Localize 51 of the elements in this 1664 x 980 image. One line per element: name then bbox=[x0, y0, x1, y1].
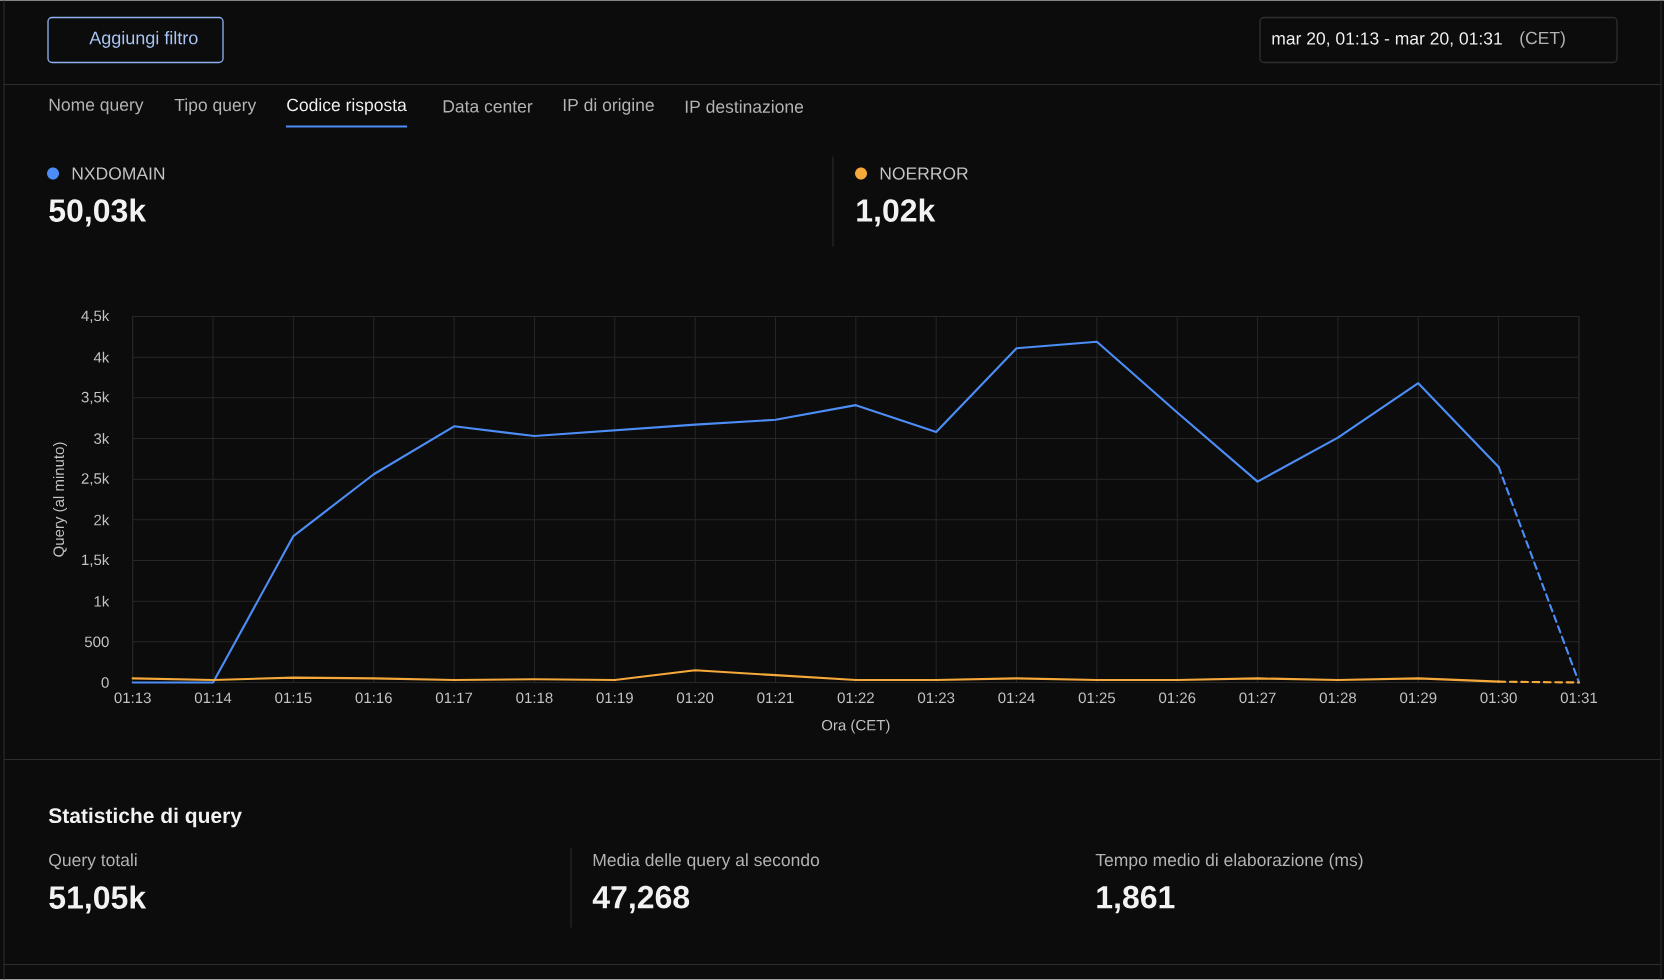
text: 1,02k bbox=[857, 198, 936, 227]
x-tick-label: 01:18 bbox=[516, 692, 553, 704]
x-tick-label: 01:27 bbox=[1239, 692, 1276, 704]
x-tick-label: 01:29 bbox=[1400, 692, 1437, 704]
y-tick-label: 500 bbox=[84, 636, 109, 648]
text: 51,05k bbox=[49, 885, 147, 914]
text: Data center bbox=[443, 100, 533, 113]
x-tick-label: 01:16 bbox=[355, 692, 392, 704]
x-tick-label: 01:23 bbox=[918, 692, 955, 704]
text: 50,03k bbox=[49, 198, 147, 227]
y-tick-label: 0 bbox=[101, 677, 109, 688]
x-tick-label: 01:19 bbox=[596, 692, 633, 704]
y-tick-label: 3,5k bbox=[81, 391, 110, 405]
y-tick-label: 4k bbox=[93, 351, 110, 363]
text: Statistiche di query bbox=[48, 807, 242, 828]
text: IP di origine bbox=[563, 98, 654, 115]
y-tick-label: 4,5k bbox=[81, 310, 110, 323]
text: Query totali bbox=[49, 853, 137, 870]
text: 47,268 bbox=[592, 885, 690, 914]
y-axis-title: Query (al minuto) bbox=[53, 442, 67, 557]
x-tick-label: 01:26 bbox=[1159, 692, 1196, 704]
x-tick-label: 01:22 bbox=[837, 692, 874, 704]
y-tick-label: 2k bbox=[94, 514, 110, 526]
x-tick-label: 01:20 bbox=[676, 692, 714, 704]
y-tick-label: 1,5k bbox=[82, 554, 110, 567]
text: Aggiungi filtro bbox=[89, 31, 198, 48]
x-tick-label: 01:14 bbox=[194, 692, 232, 704]
y-tick-label: 1k bbox=[94, 595, 110, 607]
legend-label: NOERROR bbox=[880, 167, 968, 180]
x-tick-label: 01:30 bbox=[1480, 692, 1517, 704]
text: Media delle query al secondo bbox=[593, 853, 820, 870]
text: Tempo medio di elaborazione (ms) bbox=[1095, 853, 1363, 870]
text: Nome query bbox=[49, 98, 144, 115]
x-tick-label: 01:15 bbox=[275, 692, 312, 704]
x-tick-label: 01:21 bbox=[757, 692, 794, 704]
x-tick-label: 01:25 bbox=[1078, 692, 1116, 704]
legend-label: NXDOMAIN bbox=[72, 167, 165, 180]
x-tick-label: 01:17 bbox=[435, 692, 473, 704]
text: Tipo query bbox=[174, 98, 257, 115]
x-tick-label: 01:28 bbox=[1319, 692, 1357, 704]
text: (CET) bbox=[1520, 31, 1565, 48]
x-tick-label: 01:24 bbox=[998, 692, 1035, 704]
y-tick-label: 2,5k bbox=[81, 472, 110, 486]
text: Codice risposta bbox=[287, 98, 407, 115]
y-tick-label: 3k bbox=[94, 432, 110, 444]
x-tick-label: 01:31 bbox=[1560, 692, 1598, 704]
x-tick-label: 01:13 bbox=[114, 692, 151, 704]
text: IP destinazione bbox=[685, 100, 804, 113]
x-axis-title: Ora (CET) bbox=[821, 719, 890, 734]
text: mar 20, 01:13 - mar 20, 01:31 bbox=[1272, 32, 1502, 47]
text: 1,861 bbox=[1097, 885, 1175, 914]
